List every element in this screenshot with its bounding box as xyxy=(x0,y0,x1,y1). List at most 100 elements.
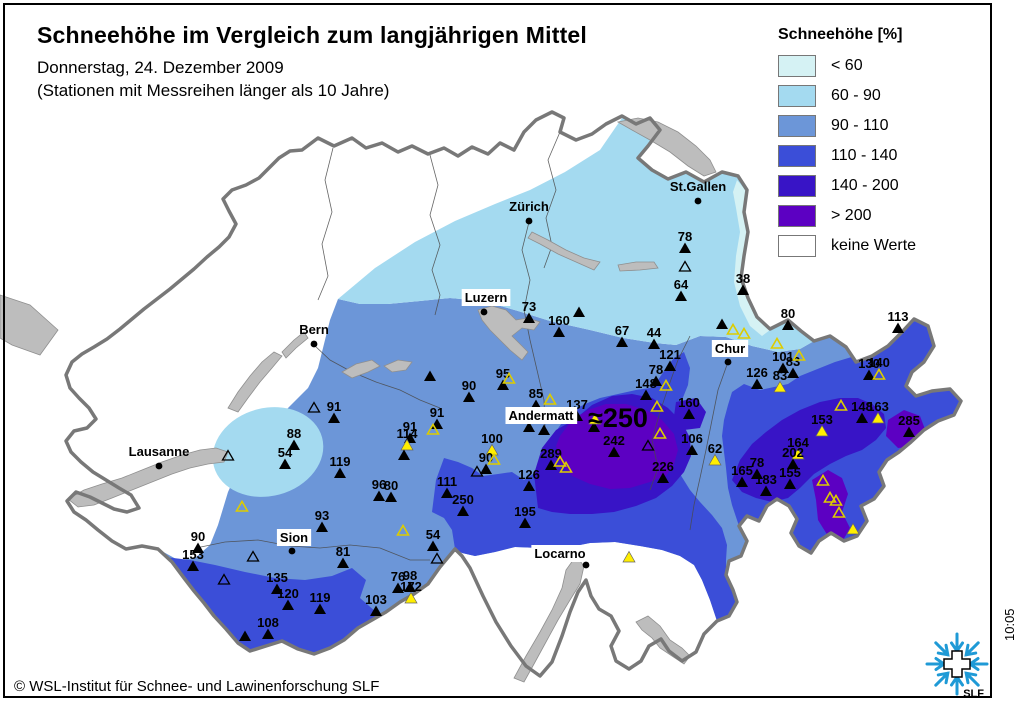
zone-140-200-east xyxy=(732,398,886,502)
station xyxy=(832,505,846,518)
station-value: 96 xyxy=(372,477,386,492)
station xyxy=(430,552,444,564)
station-value: 91 xyxy=(403,419,417,434)
station xyxy=(678,260,692,272)
zone-60-90-pocket xyxy=(212,407,324,497)
station xyxy=(846,522,860,535)
station-marker-oy xyxy=(543,392,557,405)
legend-item: keine Werte xyxy=(778,234,990,257)
legend-item: 60 - 90 xyxy=(778,84,990,107)
station xyxy=(622,550,636,563)
station: 93 xyxy=(315,508,329,532)
snowflake-arm xyxy=(934,641,950,657)
station-marker-y xyxy=(773,380,787,393)
station-marker-b xyxy=(683,408,695,419)
station-value: 289 xyxy=(540,446,562,461)
station: 163 xyxy=(867,399,889,424)
station-value: 202 xyxy=(782,445,804,460)
legend-item: 110 - 140 xyxy=(778,144,990,167)
station-marker-b xyxy=(463,391,475,402)
station-marker-b xyxy=(392,582,404,593)
station: 164 xyxy=(787,435,810,460)
station-value: 172 xyxy=(400,579,422,594)
station xyxy=(653,426,667,439)
station-marker-b xyxy=(288,439,300,450)
date-subtitle: Donnerstag, 24. Dezember 2009 xyxy=(37,58,284,77)
station-value: 285 xyxy=(898,413,920,428)
station-marker-b xyxy=(664,360,676,371)
station-marker-b xyxy=(545,459,557,470)
station: 103 xyxy=(365,592,387,616)
station-value: 163 xyxy=(867,399,889,414)
station xyxy=(235,499,249,512)
station: 73 xyxy=(522,299,536,323)
city: Zürich xyxy=(509,199,549,225)
station-marker-ob xyxy=(307,401,321,413)
lake-geneva xyxy=(67,447,229,508)
station-marker-b xyxy=(782,319,794,330)
station-marker-oy xyxy=(726,322,740,335)
station xyxy=(543,392,557,405)
station-value: 164 xyxy=(787,435,809,450)
station-marker-b xyxy=(314,603,326,614)
station: 119 xyxy=(330,454,350,478)
station-marker-b xyxy=(777,362,789,373)
station xyxy=(829,493,843,506)
city: Chur xyxy=(711,340,749,366)
station-marker-b xyxy=(523,421,535,432)
legend-label: 110 - 140 xyxy=(831,146,898,164)
station xyxy=(650,399,664,412)
station-marker-b xyxy=(657,472,669,483)
station-marker-b xyxy=(337,557,349,568)
station-marker-b xyxy=(279,458,291,469)
lake-walen xyxy=(617,261,659,272)
station: 67 xyxy=(615,323,629,347)
station-marker-b xyxy=(650,375,662,386)
legend-swatch xyxy=(778,144,816,167)
station xyxy=(770,336,784,349)
station-value: 148 xyxy=(851,399,873,414)
station-marker-b xyxy=(187,560,199,571)
station-marker-b xyxy=(523,312,535,323)
station xyxy=(470,465,484,477)
city: Andermatt xyxy=(505,407,578,424)
station: 121 xyxy=(659,347,681,371)
station-marker-b xyxy=(398,449,410,460)
swiss-cross-icon xyxy=(943,650,971,678)
station-marker-oy xyxy=(832,505,846,518)
station-marker-b xyxy=(538,424,550,435)
station-value: 195 xyxy=(514,504,536,519)
station: 242 xyxy=(603,433,625,457)
station-marker-b xyxy=(784,478,796,489)
station-value: 108 xyxy=(257,615,279,630)
station-marker-b xyxy=(373,490,385,501)
country-outline xyxy=(64,110,963,678)
station xyxy=(487,452,501,465)
station-marker-b xyxy=(480,463,492,474)
station-marker-b xyxy=(316,521,328,532)
station: 155 xyxy=(779,465,801,489)
station-marker-b xyxy=(716,318,728,329)
legend-swatch xyxy=(778,114,816,137)
station-marker-y xyxy=(485,443,499,456)
station: 120 xyxy=(277,586,299,610)
station-value: 85 xyxy=(529,386,543,401)
station-value: 93 xyxy=(315,508,329,523)
station xyxy=(641,439,655,451)
station-value: 100 xyxy=(481,431,503,446)
station-marker-b xyxy=(903,426,915,437)
station: 80 xyxy=(384,478,398,502)
snowflake-arm xyxy=(934,671,950,687)
snowflake-arm xyxy=(964,671,980,687)
station-value: 98 xyxy=(403,568,417,583)
station xyxy=(221,449,235,461)
station-marker-oy xyxy=(235,499,249,512)
legend-title: Schneehöhe [%] xyxy=(778,26,903,43)
station-value: 114 xyxy=(397,426,419,441)
city: Locarno xyxy=(531,545,590,569)
city-label: Bern xyxy=(299,322,329,337)
legend-label: 60 - 90 xyxy=(831,86,881,104)
copyright-text: © WSL-Institut für Schnee- und Lawinenfo… xyxy=(14,678,380,695)
station-value: 106 xyxy=(681,431,703,446)
station-value: 44 xyxy=(647,325,662,340)
